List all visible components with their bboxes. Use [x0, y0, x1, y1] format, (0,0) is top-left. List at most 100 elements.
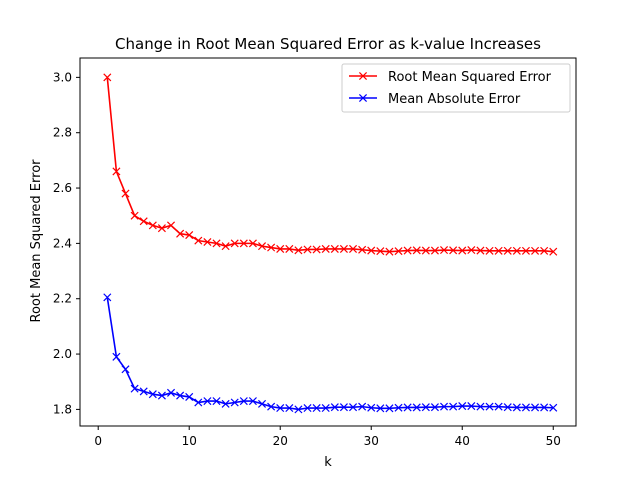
data-point — [385, 404, 394, 413]
data-point — [549, 247, 558, 256]
data-point — [339, 403, 348, 412]
data-point — [376, 247, 385, 256]
data-point — [440, 245, 449, 255]
data-point — [521, 403, 530, 412]
series-2 — [103, 293, 558, 414]
data-point — [130, 211, 139, 220]
data-point — [103, 293, 112, 302]
data-point — [349, 403, 358, 412]
data-point — [239, 397, 248, 406]
data-point — [531, 246, 540, 255]
data-point — [257, 399, 267, 408]
y-tick-label: 3.0 — [53, 70, 72, 84]
data-point — [157, 391, 166, 400]
data-point — [194, 236, 203, 245]
data-point — [458, 246, 467, 255]
data-point — [248, 397, 257, 406]
legend-box — [341, 63, 571, 113]
data-point — [294, 246, 303, 255]
data-point — [230, 398, 239, 407]
data-point — [421, 246, 430, 255]
legend: Root Mean Squared Error Mean Absolute Err… — [341, 63, 571, 113]
data-point — [285, 403, 294, 413]
data-point — [394, 247, 403, 256]
x-tick-label: 50 — [546, 434, 561, 448]
x-axis-label: k — [324, 455, 332, 470]
data-point — [139, 387, 148, 396]
data-point — [303, 245, 312, 254]
legend-entry: Root Mean Squared Error — [349, 70, 552, 85]
data-point — [257, 242, 267, 251]
data-point — [403, 246, 412, 255]
data-point — [531, 403, 540, 412]
data-point — [176, 229, 185, 238]
data-point — [185, 231, 194, 240]
y-axis-label: Root Mean Squared Error — [29, 159, 44, 323]
data-point — [267, 402, 276, 411]
data-point — [467, 245, 476, 255]
data-point — [330, 244, 339, 253]
data-point — [221, 399, 230, 408]
data-point — [467, 402, 476, 411]
data-point — [194, 398, 203, 407]
data-point — [549, 403, 558, 412]
data-point — [148, 390, 157, 399]
legend-label: Mean Absolute Error — [388, 92, 521, 107]
data-point — [176, 391, 185, 400]
data-point — [512, 246, 521, 255]
data-point — [321, 244, 330, 253]
data-point — [248, 239, 257, 248]
data-point — [294, 405, 303, 414]
data-point — [321, 403, 330, 413]
data-point — [394, 403, 403, 412]
axes: 0 10 20 30 40 50 1.8 2.0 2.2 2.4 2.6 2.8 3.0 — [53, 57, 577, 448]
x-tick-label: 0 — [94, 434, 102, 448]
data-point — [494, 402, 503, 411]
data-point — [139, 217, 148, 226]
data-point — [503, 403, 512, 412]
data-point — [276, 244, 285, 253]
y-tick-label: 2.4 — [53, 236, 72, 250]
data-point — [376, 404, 385, 413]
data-point — [421, 403, 430, 412]
data-point — [112, 167, 121, 176]
series-line — [106, 297, 554, 411]
chart-title: Change in Root Mean Squared Error as k-v… — [115, 35, 541, 53]
data-point — [458, 402, 467, 411]
data-point — [276, 403, 285, 413]
data-point — [130, 384, 139, 393]
data-point — [121, 365, 130, 374]
data-point — [485, 402, 494, 411]
data-point — [121, 189, 130, 198]
data-point — [285, 244, 294, 253]
data-point — [412, 403, 421, 412]
data-point — [503, 246, 512, 255]
x-tick-label: 10 — [182, 434, 197, 448]
data-point — [440, 402, 449, 411]
x-tick-label: 40 — [455, 434, 470, 448]
data-point — [103, 73, 112, 82]
data-point — [203, 237, 212, 247]
data-point — [312, 245, 321, 254]
data-point — [449, 402, 458, 411]
data-point — [485, 246, 494, 255]
data-point — [494, 246, 503, 255]
data-point — [521, 246, 530, 255]
y-tick-label: 2.8 — [53, 126, 72, 140]
data-point — [112, 352, 121, 361]
data-point — [358, 245, 367, 254]
data-point — [267, 243, 276, 252]
data-point — [367, 403, 376, 412]
data-point — [312, 403, 321, 413]
data-point — [476, 246, 485, 255]
plot-area — [103, 73, 558, 414]
data-point — [221, 242, 230, 251]
data-point — [339, 244, 348, 253]
series-1 — [103, 73, 558, 256]
series-line — [106, 77, 554, 253]
data-point — [512, 403, 521, 412]
y-tick-label: 1.8 — [53, 402, 72, 416]
data-point — [148, 221, 157, 230]
data-point — [540, 246, 549, 255]
